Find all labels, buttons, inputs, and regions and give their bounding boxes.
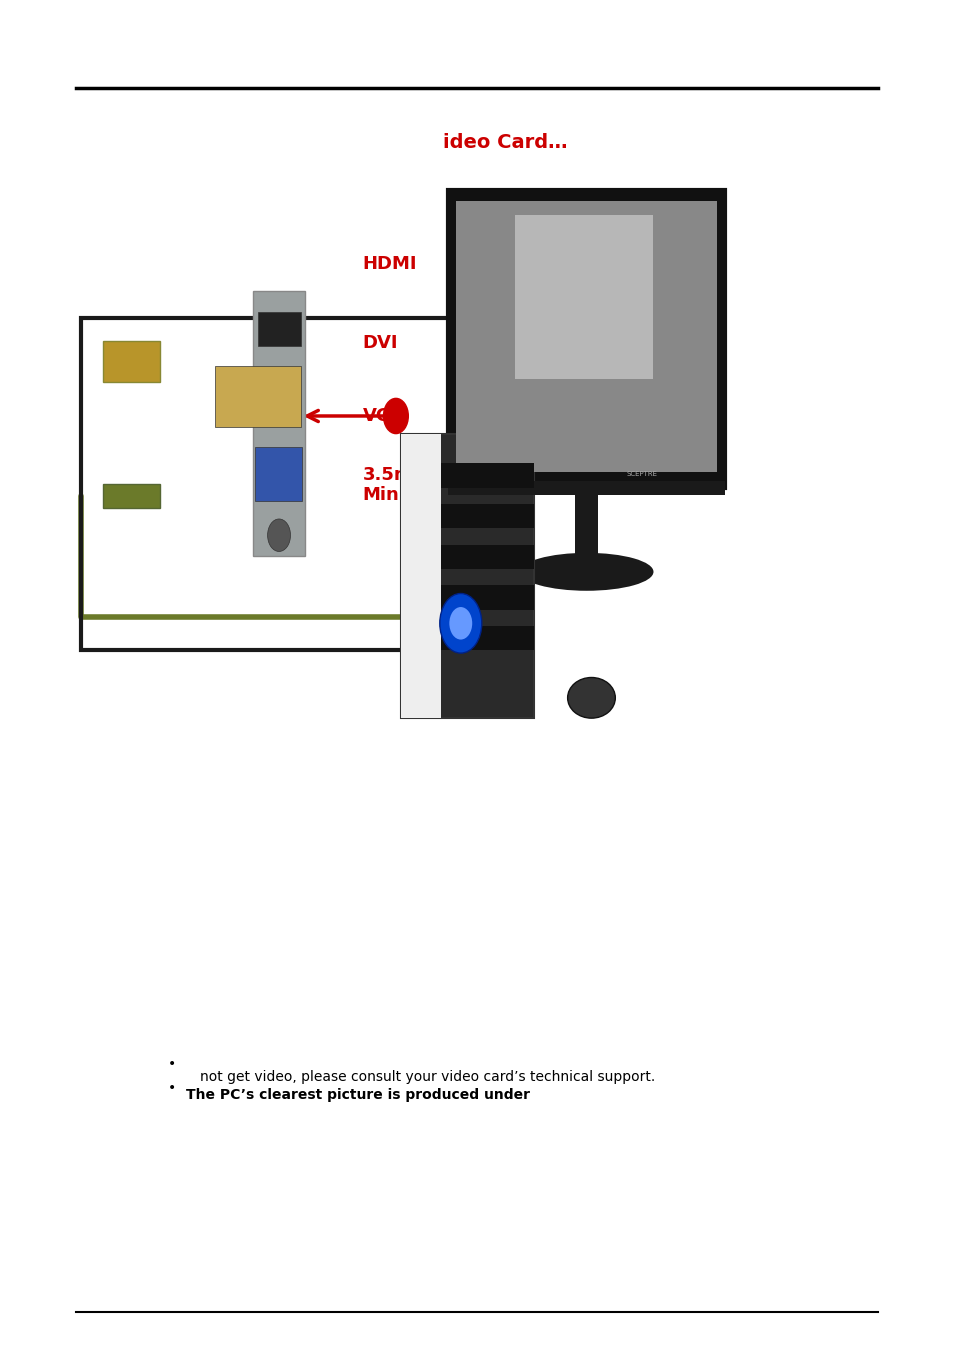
Bar — [103, 484, 160, 508]
Bar — [448, 190, 724, 488]
Text: •: • — [168, 1057, 175, 1070]
Text: The PC’s clearest picture is produced under: The PC’s clearest picture is produced un… — [186, 1088, 530, 1102]
Text: HDMI: HDMI — [362, 255, 416, 274]
Bar — [515, 215, 653, 379]
Bar — [440, 463, 534, 488]
Circle shape — [383, 398, 408, 434]
Bar — [254, 447, 302, 501]
Bar — [81, 318, 500, 650]
Bar — [257, 312, 300, 346]
Bar — [456, 201, 717, 472]
Ellipse shape — [519, 553, 653, 591]
Bar — [448, 481, 724, 495]
Text: ideo Card…: ideo Card… — [443, 133, 567, 152]
Bar — [400, 434, 534, 718]
Text: •: • — [168, 1081, 175, 1095]
Bar — [253, 291, 305, 556]
Text: 3.5mm
Mini-jack: 3.5mm Mini-jack — [362, 466, 454, 504]
Text: DVI: DVI — [362, 333, 397, 352]
Ellipse shape — [567, 678, 615, 718]
Text: SCEPTRE: SCEPTRE — [626, 472, 657, 477]
Bar — [440, 504, 534, 528]
Bar — [400, 434, 440, 718]
Bar — [214, 366, 300, 427]
Bar — [575, 495, 598, 562]
Bar — [440, 545, 534, 569]
Text: VGA: VGA — [362, 406, 405, 425]
Bar — [440, 585, 534, 610]
Circle shape — [439, 593, 481, 653]
Circle shape — [449, 607, 472, 640]
Bar — [103, 341, 160, 382]
Text: not get video, please consult your video card’s technical support.: not get video, please consult your video… — [200, 1070, 655, 1084]
Circle shape — [267, 519, 290, 551]
Bar — [440, 626, 534, 650]
